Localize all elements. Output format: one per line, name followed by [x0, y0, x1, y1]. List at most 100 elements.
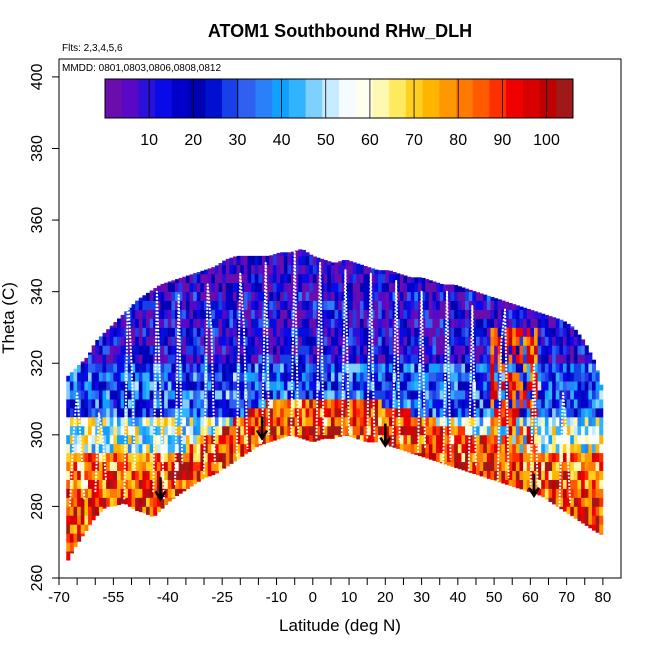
heatmap-cell: [385, 407, 390, 418]
heatmap-cell: [280, 407, 285, 418]
heatmap-cell: [323, 354, 328, 364]
heatmap-cell: [570, 452, 575, 463]
heatmap-cell: [193, 309, 198, 319]
heatmap-cell: [327, 327, 332, 337]
heatmap-cell: [584, 452, 589, 463]
heatmap-cell: [501, 372, 506, 382]
heatmap-cell: [537, 354, 542, 364]
heatmap-cell: [530, 354, 535, 364]
heatmap-cell: [349, 399, 354, 409]
heatmap-cell: [113, 354, 118, 364]
heatmap-cell: [570, 390, 575, 400]
heatmap-cell: [95, 470, 100, 480]
x-tick-label: 0: [309, 589, 317, 606]
heatmap-cell: [280, 327, 285, 337]
y-axis-label: Theta (C): [0, 282, 18, 354]
heatmap-cell: [446, 345, 451, 355]
heatmap-cell: [461, 461, 466, 471]
heatmap-cell: [211, 425, 216, 436]
heatmap-cell: [88, 352, 93, 355]
heatmap-cell: [156, 434, 161, 445]
heatmap-cell: [446, 434, 451, 445]
heatmap-cell: [475, 381, 480, 391]
heatmap-cell: [533, 407, 539, 418]
heatmap-cell: [501, 354, 506, 364]
heatmap-cell: [392, 291, 397, 302]
heatmap-cell: [69, 407, 74, 418]
heatmap-cell: [251, 372, 256, 382]
heatmap-cell: [66, 488, 71, 498]
heatmap-cell: [584, 407, 589, 418]
heatmap-cell: [243, 282, 248, 293]
heatmap-cell: [102, 372, 107, 382]
heatmap-cell: [359, 372, 364, 382]
heatmap-cell: [494, 345, 499, 355]
heatmap-cell: [417, 372, 422, 382]
heatmap-cell: [497, 372, 502, 382]
heatmap-cell: [204, 372, 209, 382]
heatmap-cell: [414, 318, 419, 328]
heatmap-cell: [323, 327, 328, 337]
heatmap-cell: [98, 345, 103, 355]
heatmap-cell: [552, 317, 557, 319]
heatmap-cell: [182, 488, 187, 492]
heatmap-cell: [341, 390, 346, 400]
heatmap-cell: [541, 372, 546, 382]
heatmap-cell: [251, 354, 256, 364]
heatmap-cell: [359, 300, 364, 310]
heatmap-cell: [501, 381, 506, 391]
heatmap-cell: [229, 336, 234, 346]
heatmap-cell: [577, 497, 582, 507]
heatmap-cell: [189, 372, 194, 382]
heatmap-cell: [84, 488, 89, 498]
heatmap-cell: [95, 390, 100, 400]
heatmap-cell: [312, 407, 317, 418]
heatmap-cell: [573, 488, 578, 498]
heatmap-cell: [214, 273, 219, 284]
heatmap-cell: [251, 255, 256, 266]
heatmap-cell: [414, 390, 419, 400]
heatmap-cell: [225, 282, 230, 293]
heatmap-cell: [258, 443, 263, 446]
heatmap-cell: [562, 506, 568, 512]
heatmap-cell: [283, 264, 288, 275]
heatmap-cell: [178, 363, 183, 373]
heatmap-cell: [363, 266, 368, 275]
heatmap-cell: [588, 524, 593, 529]
heatmap-cell: [454, 291, 459, 302]
heatmap-cell: [573, 497, 578, 507]
heatmap-cell: [577, 336, 582, 346]
heatmap-cell: [171, 327, 176, 337]
heatmap-cell: [80, 470, 85, 480]
heatmap-cell: [407, 282, 412, 293]
heatmap-cell: [338, 318, 343, 328]
heatmap-cell: [421, 300, 426, 310]
heatmap-cell: [117, 381, 122, 391]
heatmap-cell: [523, 345, 528, 355]
heatmap-cell: [584, 470, 589, 480]
heatmap-cell: [211, 273, 216, 284]
heatmap-cell: [146, 506, 151, 515]
heatmap-cell: [153, 390, 158, 400]
heatmap-cell: [595, 370, 600, 373]
heatmap-cell: [588, 479, 593, 489]
heatmap-cell: [305, 407, 310, 418]
heatmap-cell: [218, 372, 223, 382]
heatmap-cell: [167, 425, 172, 436]
heatmap-cell: [417, 354, 422, 364]
heatmap-cell: [251, 407, 256, 418]
heatmap-cell: [591, 434, 597, 445]
heatmap-cell: [146, 452, 151, 463]
heatmap-cell: [138, 470, 143, 480]
heatmap-cell: [207, 372, 212, 382]
heatmap-cell: [363, 327, 368, 337]
heatmap-cell: [555, 345, 560, 355]
heatmap-cell: [356, 327, 361, 337]
heatmap-cell: [555, 443, 560, 454]
heatmap-cell: [486, 399, 491, 409]
heatmap-cell: [189, 318, 194, 328]
heatmap-cell: [178, 300, 183, 310]
heatmap-cell: [475, 416, 480, 427]
heatmap-cell: [160, 425, 165, 436]
heatmap-cell: [349, 407, 354, 418]
